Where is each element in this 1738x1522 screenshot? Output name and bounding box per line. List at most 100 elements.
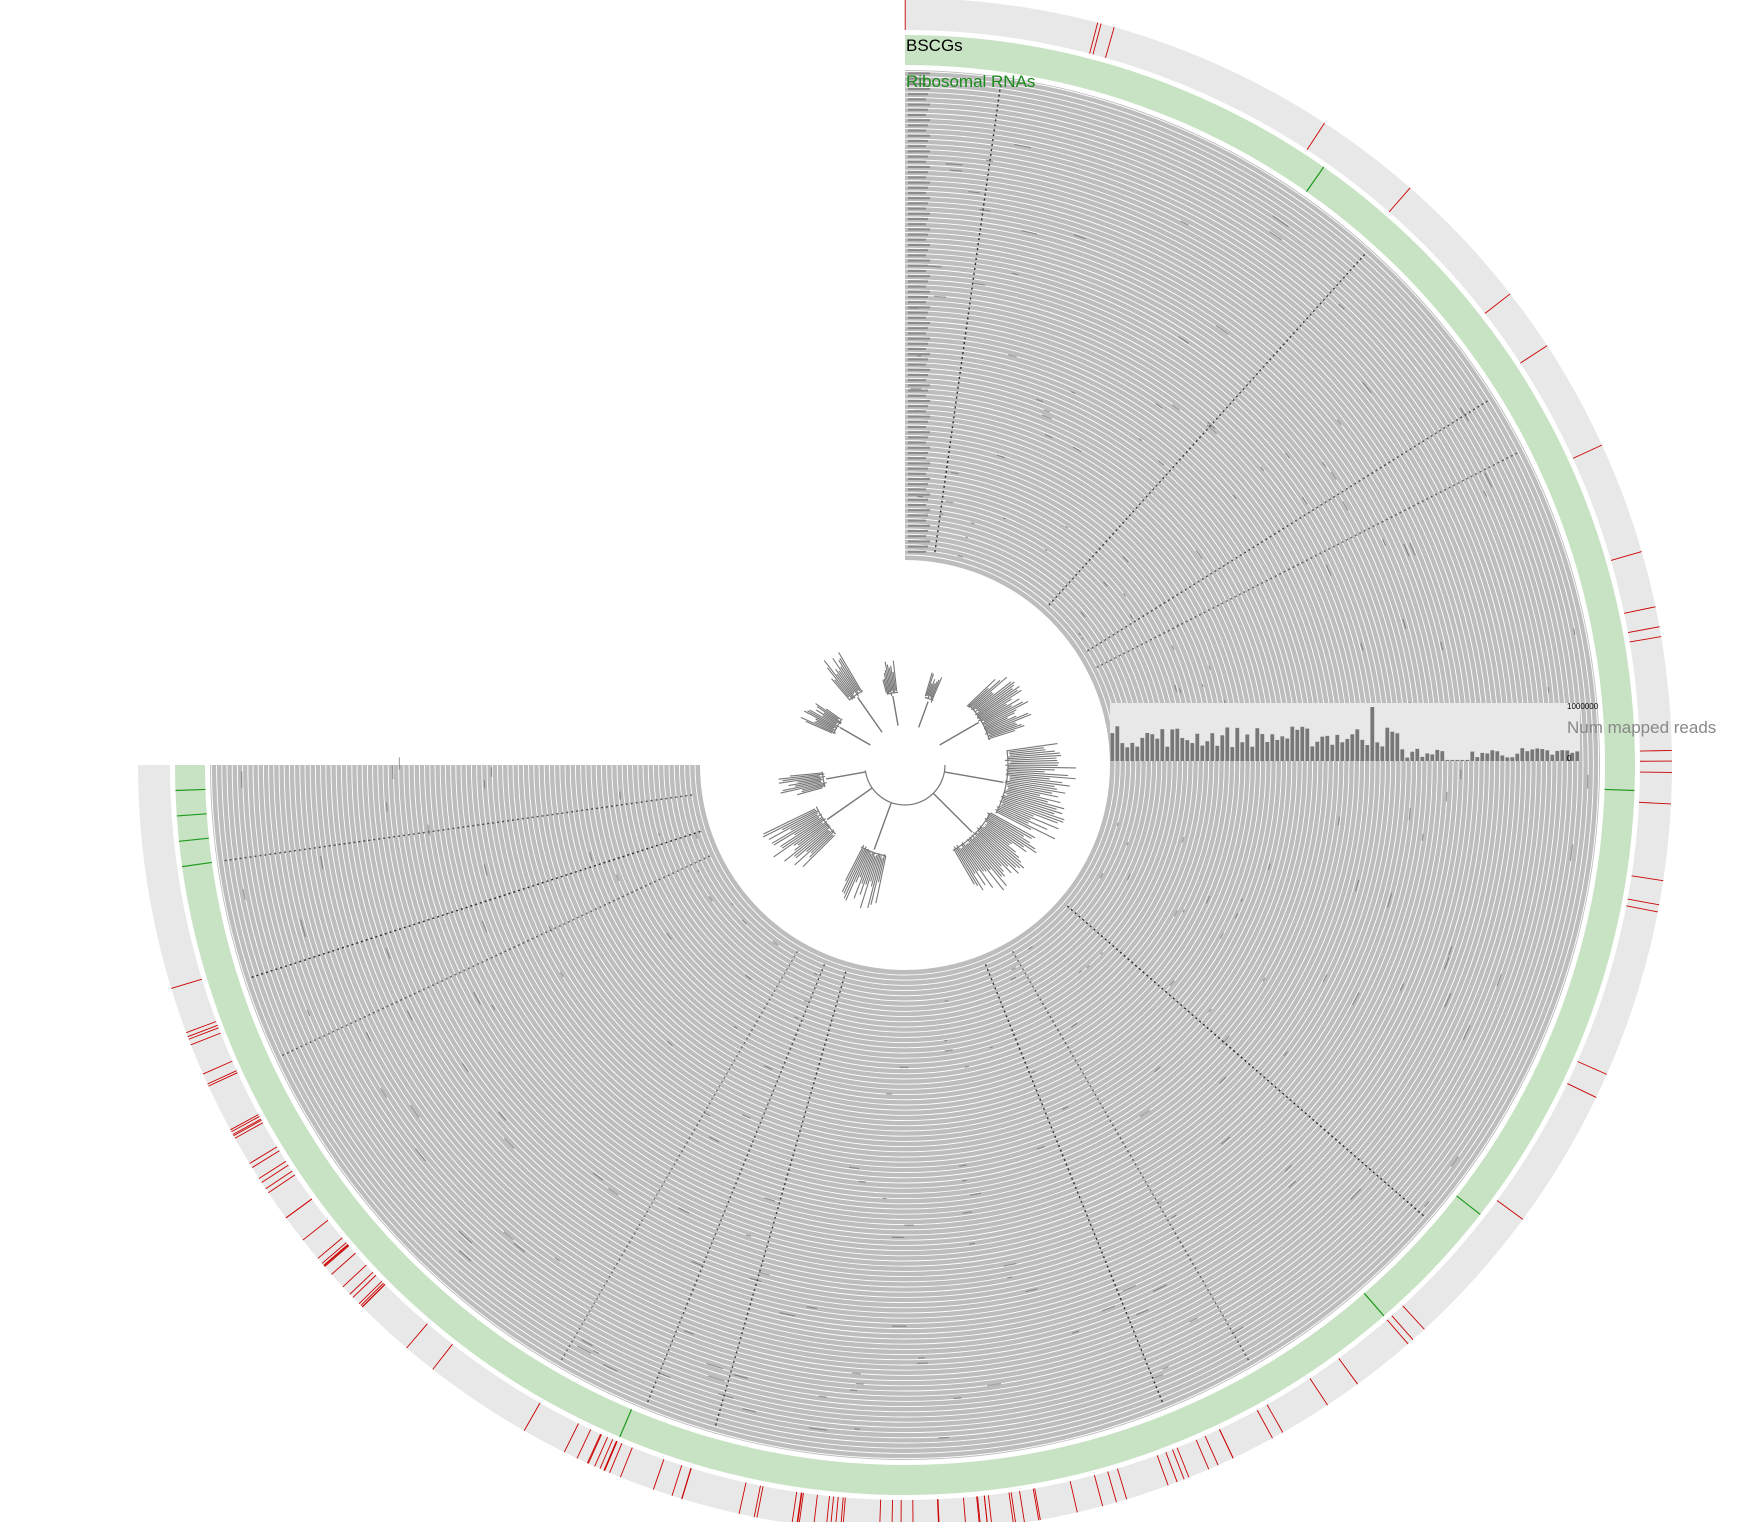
hit-speck bbox=[1205, 895, 1211, 904]
hit-speck bbox=[1008, 354, 1017, 358]
hit-speck bbox=[483, 864, 488, 876]
bscg-mark bbox=[796, 1492, 802, 1522]
sample-name-label bbox=[908, 368, 930, 371]
tree-leaf bbox=[838, 670, 855, 693]
sample-name-label bbox=[908, 264, 928, 267]
mapped-reads-bar bbox=[1290, 726, 1295, 761]
hit-speck bbox=[959, 1164, 967, 1167]
hit-speck bbox=[666, 932, 672, 940]
bscg-mark bbox=[609, 1443, 623, 1474]
bscg-mark bbox=[1172, 1449, 1185, 1480]
mapped-reads-bar bbox=[1515, 753, 1520, 761]
tree-leaf bbox=[794, 823, 829, 851]
tree-leaf bbox=[781, 810, 819, 831]
hit-speck bbox=[706, 1363, 723, 1370]
mapped-reads-bar bbox=[1460, 759, 1465, 761]
sample-name-label bbox=[908, 337, 930, 340]
sample-ring-separator bbox=[647, 507, 1163, 1023]
tree-leaf bbox=[870, 853, 881, 887]
mapped-reads-bar bbox=[1155, 738, 1160, 761]
sample-name-label bbox=[908, 467, 928, 470]
hit-speck bbox=[1195, 550, 1203, 560]
sample-name-label bbox=[908, 550, 926, 553]
mapped-reads-bar bbox=[1235, 727, 1240, 761]
hit-speck bbox=[615, 874, 620, 882]
mapped-reads-bar bbox=[1300, 726, 1305, 761]
tree-clade-arc bbox=[860, 846, 886, 857]
bscg-mark bbox=[652, 1459, 665, 1490]
sample-name-label bbox=[908, 431, 930, 434]
mapped-reads-bar bbox=[1185, 740, 1190, 761]
mapped-reads-bar bbox=[1390, 731, 1395, 761]
sample-name-label bbox=[908, 223, 926, 226]
mapped-reads-bar bbox=[1450, 759, 1455, 761]
tree-leaf bbox=[1009, 750, 1055, 756]
bscg-mark bbox=[323, 1244, 349, 1266]
mapped-reads-bar bbox=[1420, 756, 1425, 761]
sample-name-label bbox=[908, 420, 928, 423]
sample-name-label bbox=[908, 348, 926, 350]
sample-ring-separator bbox=[543, 403, 1267, 1127]
tree-branch bbox=[939, 721, 979, 746]
hit-speck bbox=[491, 1004, 496, 1011]
hit-speck bbox=[708, 895, 713, 902]
mapped-reads-bar bbox=[1145, 732, 1150, 761]
bscg-mark bbox=[230, 1114, 259, 1131]
hit-speck bbox=[1221, 1136, 1231, 1145]
mapped-reads-bar bbox=[1240, 742, 1245, 761]
sample-ring-separator bbox=[616, 476, 1194, 1054]
ribosomal-rna-track bbox=[175, 35, 1635, 1495]
hit-speck bbox=[764, 1197, 776, 1202]
hit-speck bbox=[1178, 688, 1182, 694]
sample-ring-separator bbox=[663, 523, 1147, 1007]
bscg-layer-label[interactable]: BSCGs bbox=[906, 36, 963, 55]
bscg-mark bbox=[233, 1119, 262, 1137]
mapped-reads-bar bbox=[1270, 734, 1275, 761]
sample-name-label bbox=[908, 509, 930, 512]
sample-name-label bbox=[908, 249, 928, 252]
hit-speck bbox=[938, 1436, 949, 1439]
tree-leaf bbox=[977, 829, 1021, 869]
hit-speck bbox=[964, 1065, 970, 1068]
hit-speck bbox=[953, 1397, 962, 1400]
hit-streak bbox=[1086, 398, 1491, 652]
mapped-reads-layer-label[interactable]: Num mapped reads bbox=[1567, 718, 1717, 737]
hit-speck bbox=[1101, 1305, 1115, 1312]
mapped-reads-bar bbox=[1510, 757, 1515, 761]
tree-leaf bbox=[815, 709, 838, 724]
hit-speck bbox=[385, 802, 388, 812]
mapped-reads-bar bbox=[1125, 747, 1130, 761]
sample-name-label bbox=[908, 374, 928, 376]
hit-speck bbox=[1070, 391, 1076, 394]
bscg-mark bbox=[671, 1465, 683, 1496]
tree-leaf bbox=[972, 837, 1004, 872]
mapped-reads-bar bbox=[1410, 751, 1415, 761]
mapped-reads-bar bbox=[1320, 736, 1325, 761]
hit-speck bbox=[1284, 452, 1290, 459]
sample-ring-separator bbox=[418, 278, 1392, 1252]
tree-leaf bbox=[794, 780, 822, 787]
mapped-reads-bar bbox=[1370, 707, 1375, 761]
sample-name-label bbox=[908, 103, 930, 106]
tree-leaf bbox=[1009, 776, 1063, 784]
tree-leaf bbox=[930, 677, 943, 703]
sample-ring-separator bbox=[606, 466, 1204, 1064]
sample-ring-separator bbox=[257, 117, 1553, 1413]
sample-name-label bbox=[908, 290, 930, 293]
sample-name-label bbox=[908, 140, 928, 142]
mapped-reads-bar bbox=[1310, 746, 1315, 761]
hit-speck bbox=[1155, 403, 1163, 409]
hit-speck bbox=[968, 190, 981, 194]
sample-name-label bbox=[908, 415, 930, 418]
sample-name-label bbox=[908, 171, 928, 174]
ribosomal-rna-layer-label[interactable]: Ribosomal RNAs bbox=[906, 72, 1036, 91]
sample-name-label bbox=[908, 535, 926, 538]
hit-speck bbox=[1036, 1145, 1046, 1150]
mapped-reads-bar bbox=[1530, 749, 1535, 761]
tree-leaf bbox=[966, 838, 1007, 887]
hit-speck bbox=[733, 1025, 738, 1029]
hit-speck bbox=[1484, 472, 1493, 488]
sample-hit-marks bbox=[221, 81, 1589, 1439]
tree-leaf bbox=[982, 701, 1029, 726]
tree-leaf bbox=[835, 668, 855, 695]
